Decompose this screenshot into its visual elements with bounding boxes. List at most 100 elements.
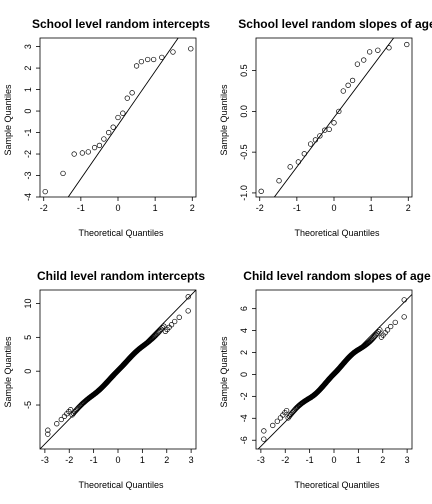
- data-point: [336, 108, 342, 115]
- data-point: [54, 421, 60, 427]
- x-axis-label: Theoretical Quantiles: [294, 228, 380, 238]
- data-point: [185, 294, 191, 300]
- data-point: [42, 188, 48, 195]
- data-point: [176, 314, 182, 320]
- x-tick-label: -3: [257, 455, 265, 465]
- data-point: [388, 323, 394, 330]
- qq-reference-line: [40, 290, 196, 449]
- data-point: [392, 319, 398, 325]
- data-point: [283, 407, 290, 414]
- data-point: [138, 58, 145, 65]
- data-point: [159, 54, 165, 60]
- data-point: [124, 95, 130, 101]
- data-point: [151, 56, 157, 63]
- x-tick-label: 0: [331, 455, 336, 465]
- panel-child-intercepts: Child level random intercepts Theoretica…: [3, 269, 205, 490]
- data-point: [401, 297, 407, 303]
- x-tick-label: 2: [164, 455, 169, 465]
- qq-reference-line: [67, 38, 179, 197]
- x-axis-label: Theoretical Quantiles: [294, 480, 380, 490]
- data-point: [345, 82, 351, 88]
- data-point: [375, 47, 381, 53]
- data-point: [287, 164, 293, 170]
- x-tick-label: -2: [256, 203, 264, 213]
- y-tick-label: -5: [23, 401, 33, 409]
- y-axis-label: Sample Quantiles: [3, 84, 13, 156]
- y-tick-label: -6: [239, 436, 249, 444]
- x-axis-label: Theoretical Quantiles: [78, 480, 164, 490]
- data-point: [172, 318, 178, 325]
- data-point: [67, 407, 74, 413]
- data-point: [276, 178, 282, 184]
- data-point: [71, 151, 77, 157]
- data-point: [106, 129, 112, 136]
- y-tick-label: -4: [239, 414, 249, 422]
- data-point: [340, 88, 346, 94]
- x-tick-label: -1: [77, 203, 85, 213]
- y-tick-label: 5: [23, 335, 33, 340]
- y-axis-label: Sample Quantiles: [219, 336, 229, 408]
- y-tick-label: 6: [239, 306, 249, 311]
- data-point: [91, 144, 98, 151]
- x-tick-label: 1: [140, 455, 145, 465]
- y-tick-label: -2: [23, 150, 33, 158]
- panel-title: School level random slopes of age: [238, 17, 432, 31]
- x-tick-label: 2: [190, 203, 195, 213]
- y-tick-label: 2: [23, 66, 33, 71]
- data-point: [401, 314, 407, 320]
- y-tick-label: -1: [23, 129, 33, 137]
- x-tick-label: 3: [405, 455, 410, 465]
- data-point: [261, 436, 267, 442]
- y-axis-label: Sample Quantiles: [219, 84, 229, 156]
- data-point: [66, 408, 72, 415]
- panel-school-slopes: School level random slopes of age Theore…: [219, 17, 432, 238]
- data-point: [361, 57, 367, 63]
- data-point: [153, 331, 159, 338]
- data-point: [115, 114, 121, 121]
- data-point: [331, 120, 337, 126]
- panel-title: Child level random slopes of age: [243, 269, 431, 283]
- data-point: [374, 330, 380, 336]
- plot-frame: [255, 289, 413, 450]
- y-tick-label: 4: [239, 328, 249, 333]
- data-point: [158, 326, 164, 332]
- data-point: [258, 188, 264, 194]
- x-tick-label: -2: [281, 455, 289, 465]
- data-point: [377, 327, 383, 333]
- x-tick-label: 3: [189, 455, 194, 465]
- x-tick-label: -1: [90, 455, 98, 465]
- x-tick-label: 0: [331, 203, 336, 213]
- qq-reference-line: [273, 38, 395, 197]
- y-tick-label: 0: [23, 369, 33, 374]
- data-point: [404, 41, 410, 48]
- x-tick-label: 1: [356, 455, 361, 465]
- x-tick-label: 2: [380, 455, 385, 465]
- x-tick-label: 1: [153, 203, 158, 213]
- data-point: [45, 431, 51, 437]
- data-point: [277, 415, 284, 421]
- data-point: [170, 49, 176, 55]
- data-point: [188, 46, 194, 52]
- x-tick-label: -1: [306, 455, 314, 465]
- x-tick-label: -1: [293, 203, 301, 213]
- data-point: [326, 126, 332, 132]
- data-point: [168, 322, 175, 328]
- y-tick-label: 3: [23, 44, 33, 49]
- y-tick-label: 0: [23, 109, 33, 114]
- y-tick-label: -1.0: [239, 185, 249, 201]
- panel-title: Child level random intercepts: [37, 269, 205, 283]
- y-tick-label: 0.0: [239, 105, 249, 118]
- data-point: [85, 149, 91, 155]
- x-tick-label: 0: [115, 455, 120, 465]
- data-point: [162, 328, 169, 334]
- data-point: [317, 133, 323, 139]
- y-tick-label: 10: [23, 299, 33, 309]
- data-point: [60, 170, 66, 177]
- data-point: [161, 323, 167, 329]
- data-point: [354, 61, 361, 67]
- data-point: [45, 427, 51, 433]
- x-tick-label: -2: [40, 203, 48, 213]
- x-axis-label: Theoretical Quantiles: [78, 228, 164, 238]
- x-tick-label: 1: [369, 203, 374, 213]
